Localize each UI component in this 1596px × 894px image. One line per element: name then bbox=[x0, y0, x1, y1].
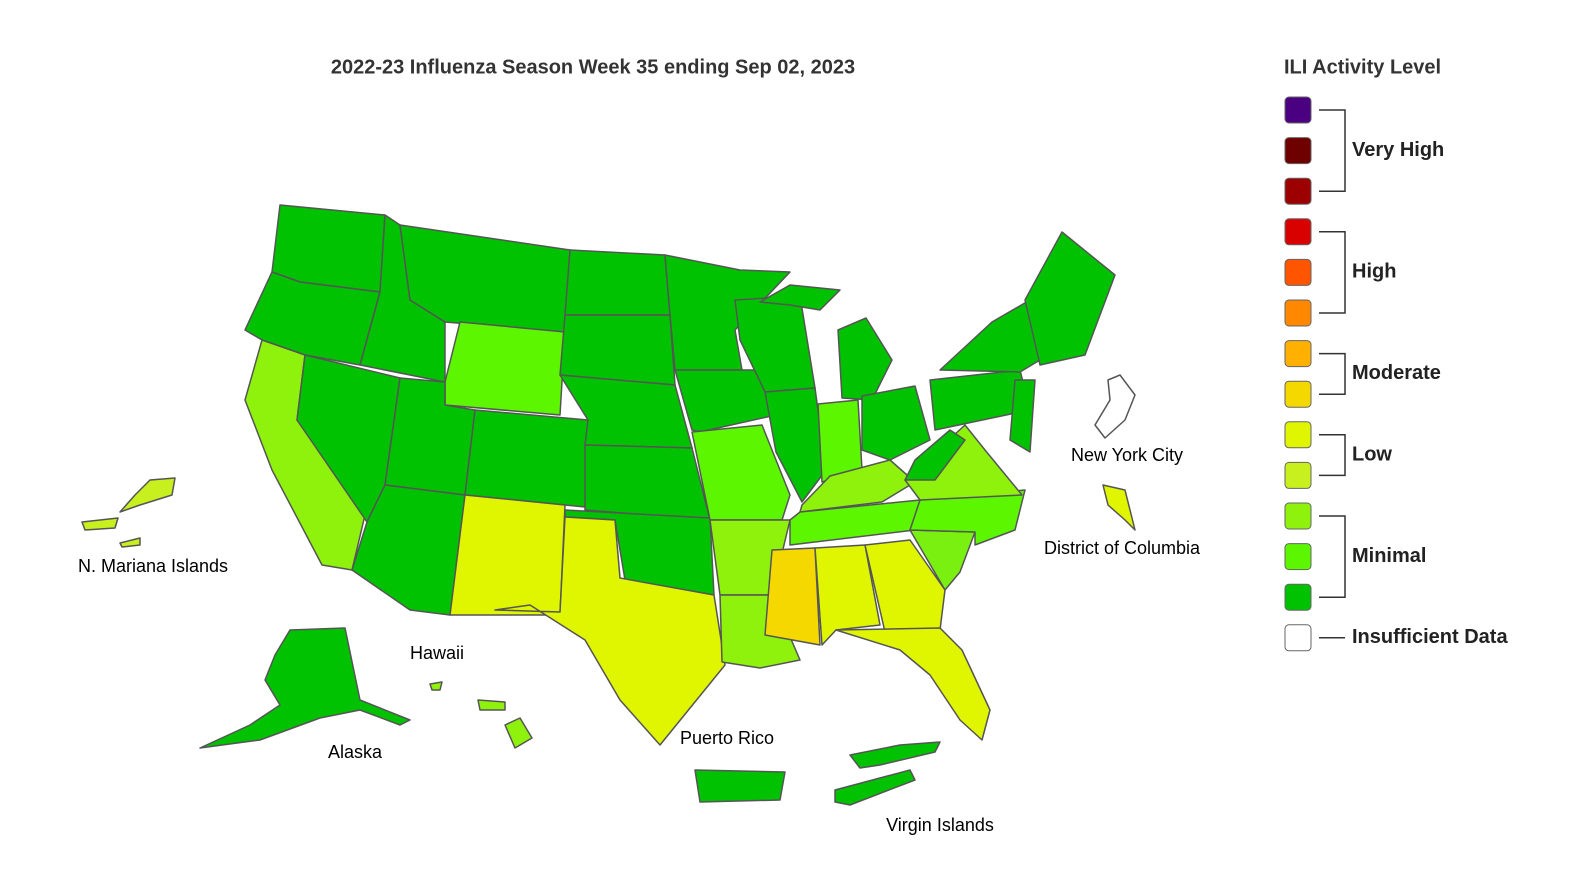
legend-swatch bbox=[1284, 624, 1312, 652]
legend-swatch bbox=[1284, 543, 1312, 571]
legend-bracket bbox=[1319, 231, 1346, 314]
state bbox=[939, 299, 1041, 373]
legend-label: Moderate bbox=[1352, 362, 1441, 384]
legend-bracket bbox=[1319, 109, 1346, 192]
state bbox=[759, 284, 841, 311]
state bbox=[564, 249, 671, 316]
legend-swatch bbox=[1284, 380, 1312, 408]
legend-label: Low bbox=[1352, 443, 1392, 465]
legend-label: Very High bbox=[1352, 139, 1444, 161]
state bbox=[719, 594, 801, 669]
state bbox=[904, 429, 966, 481]
state bbox=[837, 317, 893, 401]
state bbox=[814, 544, 881, 646]
mariana-shape bbox=[119, 477, 176, 513]
legend-swatch bbox=[1284, 299, 1312, 327]
legend-swatch bbox=[1284, 218, 1312, 246]
state bbox=[764, 387, 827, 503]
legend-label: High bbox=[1352, 261, 1396, 283]
territory-label: Alaska bbox=[328, 742, 383, 762]
legend-bracket bbox=[1319, 515, 1346, 598]
territory-label: District of Columbia bbox=[1044, 538, 1201, 558]
legend-swatch bbox=[1284, 502, 1312, 530]
state bbox=[664, 254, 791, 371]
state bbox=[464, 409, 589, 508]
map-title: 2022-23 Influenza Season Week 35 ending … bbox=[331, 56, 855, 78]
virgin-islands-shape bbox=[849, 741, 941, 769]
hawaii-shape bbox=[477, 699, 506, 711]
territory-label: Puerto Rico bbox=[680, 728, 774, 748]
state bbox=[835, 627, 991, 741]
labels: New York City District of Columbia N. Ma… bbox=[78, 445, 1201, 835]
hawaii-shape bbox=[504, 717, 533, 749]
state bbox=[909, 489, 1026, 546]
territory-label: Virgin Islands bbox=[886, 815, 994, 835]
legend-swatch bbox=[1284, 137, 1312, 165]
state bbox=[674, 369, 777, 433]
legend-swatch bbox=[1284, 258, 1312, 286]
nyc-shape bbox=[1094, 374, 1136, 439]
legend: Very High High Moderate Low Minimal Insuffici… bbox=[1284, 96, 1508, 652]
state bbox=[861, 385, 931, 461]
territory-label: New York City bbox=[1071, 445, 1183, 465]
legend-swatch bbox=[1284, 177, 1312, 205]
state bbox=[584, 444, 711, 521]
state bbox=[1009, 379, 1036, 453]
legend-swatch bbox=[1284, 421, 1312, 449]
legend-swatch bbox=[1284, 96, 1312, 124]
state bbox=[864, 539, 946, 633]
territory-label: Hawaii bbox=[410, 643, 464, 663]
dc-shape bbox=[1102, 484, 1136, 531]
territories bbox=[81, 374, 1136, 806]
legend-bracket bbox=[1319, 434, 1346, 477]
state bbox=[559, 314, 676, 386]
puerto-rico-shape bbox=[694, 769, 786, 803]
legend-title: ILI Activity Level bbox=[1284, 56, 1441, 78]
territory-label: N. Mariana Islands bbox=[78, 556, 228, 576]
state bbox=[764, 547, 821, 646]
alaska-shape bbox=[199, 627, 411, 749]
state bbox=[691, 424, 791, 521]
virgin-islands-shape bbox=[834, 769, 916, 806]
state bbox=[1024, 231, 1116, 366]
state bbox=[444, 321, 566, 416]
states bbox=[244, 204, 1116, 746]
legend-label: Insufficient Data bbox=[1352, 626, 1508, 648]
legend-swatch bbox=[1284, 583, 1312, 611]
legend-swatch bbox=[1284, 340, 1312, 368]
state bbox=[244, 271, 381, 366]
mariana-shape bbox=[81, 517, 119, 531]
legend-bracket bbox=[1319, 352, 1346, 395]
state bbox=[449, 494, 566, 616]
legend-label: Minimal bbox=[1352, 545, 1426, 567]
legend-swatch bbox=[1284, 461, 1312, 489]
mariana-shape bbox=[119, 537, 141, 548]
hawaii-shape bbox=[429, 681, 443, 691]
state bbox=[494, 516, 726, 746]
